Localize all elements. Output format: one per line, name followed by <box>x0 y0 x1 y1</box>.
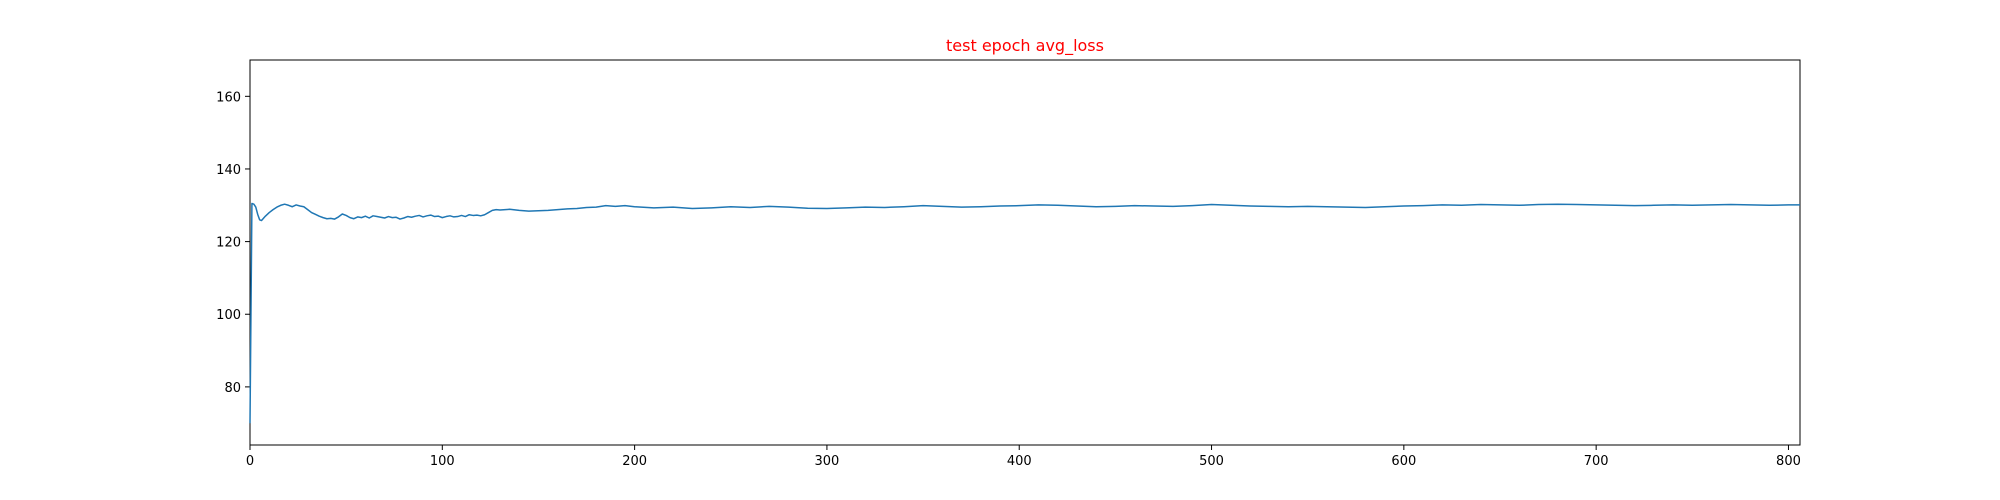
y-tick-label: 80 <box>224 381 241 396</box>
chart-title: test epoch avg_loss <box>946 36 1104 56</box>
x-axis: 0 100 200 300 400 500 600 700 800 <box>246 445 1801 469</box>
x-tick-label: 800 <box>1776 454 1801 469</box>
series-line <box>249 202 1800 424</box>
y-tick-label: 140 <box>216 163 241 178</box>
y-tick-label: 100 <box>216 308 241 323</box>
x-tick-label: 200 <box>622 454 647 469</box>
plot-area: 0 100 200 300 400 500 600 700 800 80 100 120 140 160 <box>216 59 1801 469</box>
x-tick-label: 300 <box>815 454 840 469</box>
plot-frame <box>249 59 1801 446</box>
x-tick-label: 100 <box>430 454 455 469</box>
y-axis: 80 100 120 140 160 <box>216 90 250 396</box>
series-layer <box>249 202 1800 424</box>
x-tick-label: 400 <box>1007 454 1032 469</box>
x-tick-label: 0 <box>246 454 254 469</box>
y-tick-label: 120 <box>216 236 241 251</box>
x-tick-label: 700 <box>1584 454 1609 469</box>
y-tick-label: 160 <box>216 90 241 105</box>
x-tick-label: 600 <box>1391 454 1416 469</box>
x-tick-label: 500 <box>1199 454 1224 469</box>
